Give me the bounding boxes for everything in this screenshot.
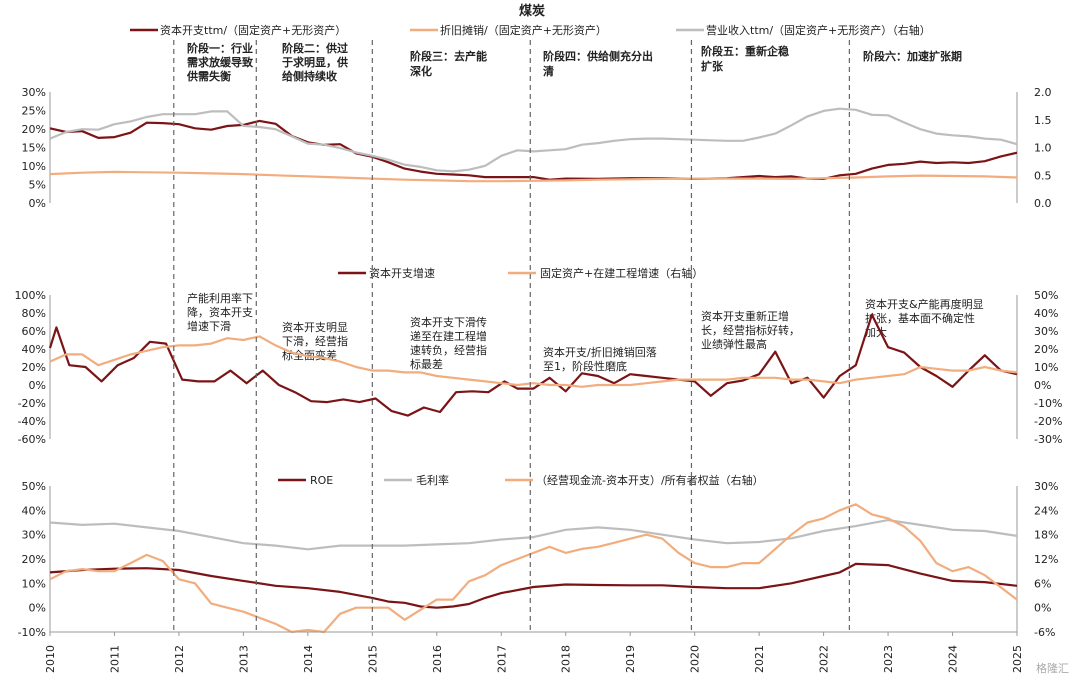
- panel3-right-tick-label: 6%: [1034, 577, 1051, 590]
- stage-5-label: 阶段五：重新企稳扩张: [701, 44, 789, 73]
- panel2-right-tick-label: -10%: [1034, 397, 1062, 410]
- panel2-series-2-line: [49, 335, 1018, 388]
- panel1-left-tick-label: 30%: [22, 86, 46, 99]
- x-tick-label: 2021: [753, 645, 766, 673]
- stage-3-label: 阶段三：去产能深化: [410, 49, 487, 78]
- panel2-right-tick-label: 10%: [1034, 361, 1058, 374]
- legend-capex-growth: 资本开支增速: [369, 266, 435, 280]
- panel3-right-tick-label: -6%: [1034, 626, 1055, 639]
- legend-depreciation: 折旧摊销/（固定资产+无形资产）: [440, 23, 607, 37]
- plot-layer: 30% 25% 20% 15% 10% 5% 0% 2.0 1.5 1.0 0.5 0.0 100% 80…: [15, 40, 1062, 673]
- panel3-series-2-line: [49, 518, 1018, 551]
- panel1-right-tick-label: 1.5: [1034, 114, 1052, 127]
- x-tick-label: 2019: [624, 645, 637, 673]
- annotation-stage-5: 资本开支重新正增长，经营指标好转，业绩弹性最高: [701, 309, 800, 351]
- watermark: 格隆汇: [1036, 661, 1069, 675]
- legend-gross-margin: 毛利率: [416, 473, 449, 487]
- panel3-left-tick-label: 50%: [22, 480, 46, 493]
- panel2-right-tick-label: 50%: [1034, 289, 1058, 302]
- x-tick-label: 2022: [818, 645, 831, 673]
- x-tick-label: 2012: [173, 645, 186, 673]
- panel3-left-tick-label: 40%: [22, 504, 46, 517]
- legend-roe: ROE: [310, 474, 333, 487]
- panel1-left-tick-label: 5%: [29, 179, 46, 192]
- panel1-left-tick-label: 0%: [29, 197, 46, 210]
- stage-1-label: 阶段一：行业需求放缓导致供需失衡: [186, 41, 254, 83]
- x-tick-label: 2011: [108, 645, 121, 673]
- panel3-right-tick-label: 0%: [1034, 602, 1051, 615]
- panel2-annotations: 产能利用率下降，资本开支增速下滑 资本开支明显下滑，经营指标全面变差 资本开支下…: [187, 291, 984, 373]
- panel3-left-tick-label: 20%: [22, 553, 46, 566]
- panel2-right-tick-label: 30%: [1034, 325, 1058, 338]
- x-tick-label: 2015: [366, 645, 379, 673]
- panel1-series-1-line: [49, 119, 1018, 181]
- panel1-left-tick-label: 20%: [22, 123, 46, 136]
- panel1-right-tick-label: 0.0: [1034, 197, 1052, 210]
- stage-labels: 阶段一：行业需求放缓导致供需失衡 阶段二：供过于求明显，供给侧持续收 阶段三：去…: [186, 41, 962, 83]
- legend-fcf-equity: （经营现金流-资本开支）/所有者权益（右轴）: [536, 473, 764, 487]
- panel3-series-1-line: [49, 562, 1018, 609]
- x-tick-label: 2020: [689, 645, 702, 673]
- panel2-legend: 资本开支增速 固定资产+在建工程增速（右轴）: [338, 266, 703, 280]
- panel2-left-tick-label: -20%: [18, 397, 46, 410]
- legend-revenue: 营业收入ttm/（固定资产+无形资产）（右轴）: [706, 23, 931, 37]
- panel1-right-tick-label: 0.5: [1034, 169, 1052, 182]
- annotation-stage-4: 资本开支/折旧摊销回落至1，阶段性磨底: [543, 345, 657, 373]
- panel3-left-tick-label: 10%: [22, 577, 46, 590]
- panel1-left-tick-label: 10%: [22, 160, 46, 173]
- annotation-stage-1: 产能利用率下降，资本开支增速下滑: [187, 291, 253, 333]
- panel1-left-tick-label: 25%: [22, 105, 46, 118]
- panel1-right-tick-label: 1.0: [1034, 142, 1052, 155]
- panel3-series-3-line: [49, 503, 1018, 634]
- panel3-left-tick-label: -10%: [18, 626, 46, 639]
- panel1-legend: 资本开支ttm/（固定资产+无形资产） 折旧摊销/（固定资产+无形资产） 营业收…: [130, 23, 931, 37]
- panel2-series-1-line: [48, 313, 1018, 417]
- panel2-right-tick-label: -20%: [1034, 415, 1062, 428]
- x-tick-label: 2017: [495, 645, 508, 673]
- panel3-right-tick-label: 12%: [1034, 553, 1058, 566]
- panel1-series-2-line: [49, 170, 1018, 183]
- panel1-right-tick-label: 2.0: [1034, 86, 1052, 99]
- panel2-left-tick-label: 60%: [22, 325, 46, 338]
- chart-title: 煤炭: [519, 3, 545, 19]
- legend-capex-ttm: 资本开支ttm/（固定资产+无形资产）: [160, 23, 346, 37]
- x-tick-label: 2024: [947, 645, 960, 673]
- x-tick-label: 2016: [431, 645, 444, 673]
- legend-fixed-asset-growth: 固定资产+在建工程增速（右轴）: [540, 266, 703, 280]
- panel3-right-tick-label: 18%: [1034, 529, 1058, 542]
- stage-6-label: 阶段六：加速扩张期: [863, 49, 962, 63]
- annotation-stage-2: 资本开支明显下滑，经营指标全面变差: [282, 320, 348, 362]
- panel2-left-tick-label: -60%: [18, 433, 46, 446]
- panel2-right-tick-label: 20%: [1034, 343, 1058, 356]
- x-tick-label: 2023: [882, 645, 895, 673]
- panel3-left-tick-label: 30%: [22, 529, 46, 542]
- panel2-left-tick-label: -40%: [18, 415, 46, 428]
- panel2-left-tick-label: 20%: [22, 361, 46, 374]
- panel2-right-tick-label: 40%: [1034, 307, 1058, 320]
- panel3-right-tick-label: 30%: [1034, 480, 1058, 493]
- panel3-legend: ROE 毛利率 （经营现金流-资本开支）/所有者权益（右轴）: [278, 473, 764, 487]
- x-tick-label: 2013: [237, 645, 250, 673]
- panel3-left-tick-label: 0%: [29, 602, 46, 615]
- x-tick-label: 2014: [302, 645, 315, 673]
- annotation-stage-6: 资本开支&产能再度明显扩张，基本面不确定性加大: [865, 297, 984, 339]
- x-tick-label: 2010: [44, 645, 57, 673]
- panel2-left-tick-label: 0%: [29, 379, 46, 392]
- x-tick-label: 2018: [560, 645, 573, 673]
- stage-2-label: 阶段二：供过于求明显，供给侧持续收: [282, 41, 348, 83]
- x-tick-label: 2025: [1011, 645, 1024, 673]
- panel2-left-tick-label: 40%: [22, 343, 46, 356]
- panel2-right-tick-label: 0%: [1034, 379, 1051, 392]
- panel1-left-tick-label: 15%: [22, 142, 46, 155]
- panel2-left-tick-label: 100%: [15, 289, 46, 302]
- stage-4-label: 阶段四：供给侧充分出清: [543, 49, 653, 78]
- annotation-stage-3: 资本开支下滑传递至在建工程增速转负，经营指标最差: [410, 315, 487, 371]
- panel2-left-tick-label: 80%: [22, 307, 46, 320]
- panel3-right-tick-label: 24%: [1034, 504, 1058, 517]
- panel1-series-3-line: [49, 107, 1018, 173]
- panel2-right-tick-label: -30%: [1034, 433, 1062, 446]
